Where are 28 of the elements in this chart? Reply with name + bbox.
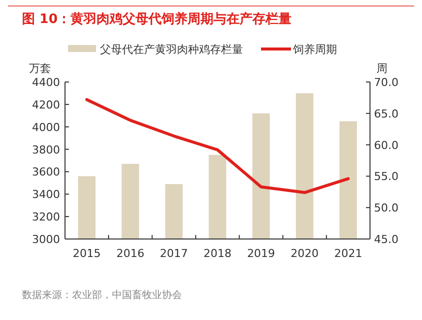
x-tick-label: 2017 [160,247,188,260]
line-series [85,98,350,194]
x-tick-label: 2021 [334,247,362,260]
y-tick-label: 4200 [32,98,60,112]
x-tick-label: 2019 [247,247,276,260]
x-tick-label: 2016 [116,247,144,260]
y-tick-label: 4400 [32,76,60,89]
y2-tick-label: 45.0 [374,233,398,246]
y-axis-title: 万套 [29,62,51,75]
legend-label: 父母代在产黄羽肉种鸡存栏量 [100,43,243,56]
y-tick-label: 3600 [32,166,60,179]
legend-label: 饲养周期 [292,43,337,56]
y2-tick-label: 60.0 [374,138,398,152]
x-tick-label: 2018 [204,247,232,260]
y-tick-label: 3800 [32,143,60,156]
x-tick-label: 2020 [290,247,319,260]
x-tick-label: 2015 [72,247,101,260]
chart-title: 图 10：黄羽肉鸡父母代饲养周期与在产存栏量 [22,11,292,27]
y2-tick-label: 70.0 [374,76,398,89]
y-tick-label: 3000 [32,233,60,246]
source-note: 数据来源：农业部，中国畜牧业协会 [22,289,182,301]
y2-tick-label: 55.0 [374,170,398,184]
y-tick-label: 4000 [32,120,60,134]
y2-tick-label: 65.0 [374,107,398,120]
y2-tick-label: 50.0 [374,202,398,215]
y-tick-label: 3200 [32,210,60,224]
y-tick-label: 3400 [32,188,60,202]
y2-axis-title: 周 [376,62,388,75]
